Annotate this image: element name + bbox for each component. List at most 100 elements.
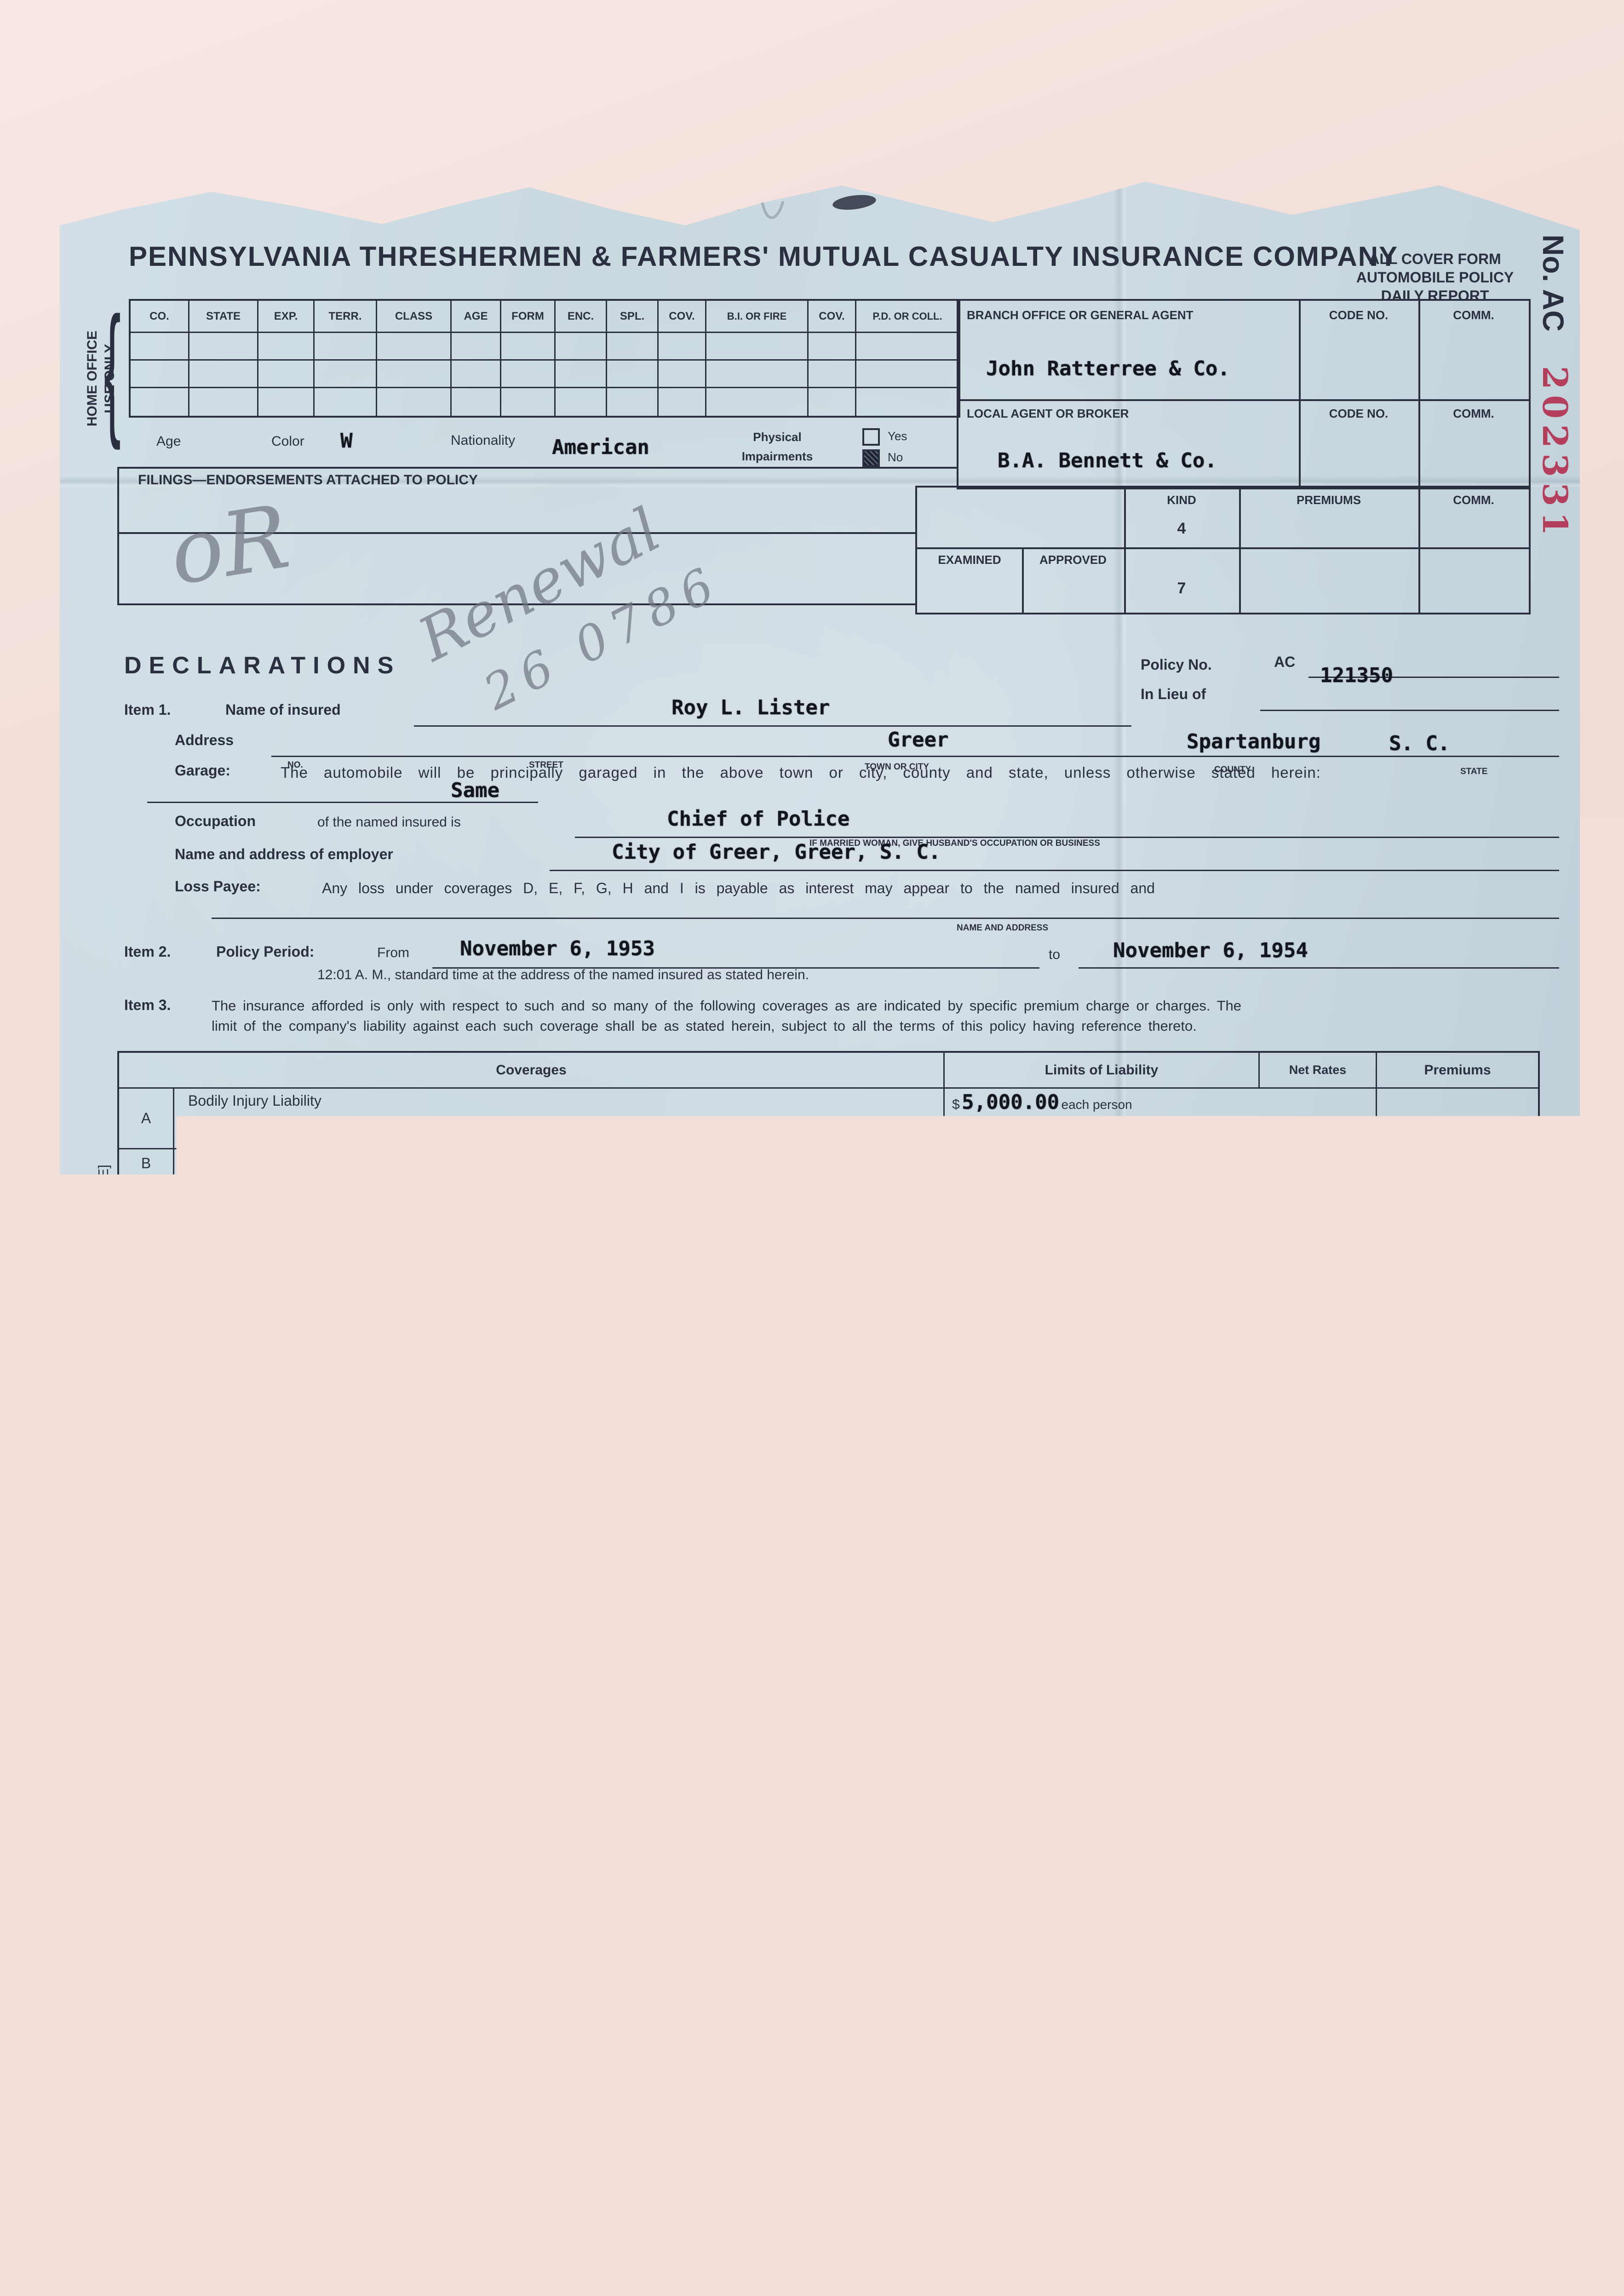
serial-value: 65920473 bbox=[1102, 1641, 1200, 1665]
purchase-table: F.O.B. List Price or Delivered Price at … bbox=[117, 1700, 1540, 1836]
col-state: STATE bbox=[189, 301, 258, 333]
home-office-cell bbox=[809, 333, 856, 361]
authorized-representative-label: Authorized Representative bbox=[1127, 2197, 1273, 2211]
amount-each-header: Amount of Each bbox=[1032, 1760, 1165, 1773]
home-office-cell bbox=[315, 388, 377, 416]
coverage-b-limits: $ 5,000.00 each accident bbox=[945, 1149, 1377, 1179]
home-office-cell bbox=[501, 333, 556, 361]
age-label: Age bbox=[156, 434, 181, 449]
serial-prefix: S bbox=[1080, 1648, 1089, 1662]
dollar-sign: $ bbox=[952, 1332, 960, 1348]
year-header: Year of Model bbox=[119, 1562, 230, 1631]
dollar-sign: $ bbox=[1384, 1392, 1392, 1408]
purchase-h6 bbox=[775, 1782, 1538, 1784]
body-value-cell: Special 2-dr. bbox=[731, 1631, 1039, 1702]
item1-name-line bbox=[414, 725, 1131, 727]
dollar-sign: $ bbox=[1384, 1422, 1392, 1438]
home-office-cell bbox=[258, 361, 315, 388]
signature-value: B. A. Bennett & Company bbox=[975, 2160, 1256, 2198]
limit-value: 5,000.00 bbox=[962, 1091, 1059, 1114]
item5-para3: family and other business purposes. (c) … bbox=[175, 1962, 1000, 1977]
occupation-value: Chief of Police bbox=[667, 807, 849, 831]
premiums-label: PREMIUMS bbox=[1239, 493, 1418, 507]
document-number: No. AC 202331 bbox=[1526, 235, 1573, 541]
day-of-label: day of bbox=[1019, 2126, 1059, 2143]
coverage-extra-net: $ bbox=[1260, 1476, 1377, 1515]
comm-label-2: COMM. bbox=[1418, 407, 1529, 421]
endorsement-left-line bbox=[117, 467, 119, 605]
limits-header: Limits of Liability bbox=[945, 1053, 1260, 1089]
local-agent-label: LOCAL AGENT OR BROKER bbox=[967, 407, 1129, 421]
row-letter: C bbox=[119, 1179, 174, 1209]
coverage-e-name: Collision or Upset bbox=[174, 1265, 945, 1327]
premium-value: 18.00 bbox=[1405, 1117, 1465, 1141]
month-line bbox=[1097, 2148, 1456, 2150]
item3-line2: limit of the company's liability against… bbox=[212, 1018, 1197, 1034]
purchase-h5 bbox=[503, 1762, 775, 1763]
garage-line bbox=[147, 802, 538, 803]
motor-prefix: M bbox=[1080, 1676, 1091, 1689]
home-office-cell bbox=[131, 361, 189, 388]
home-office-brace: { bbox=[104, 285, 121, 454]
branch-office-value: John Ratterree & Co. bbox=[986, 357, 1230, 380]
home-office-cell bbox=[556, 388, 607, 416]
dollar-sign: $ bbox=[952, 1422, 960, 1438]
dollar-sign: $ bbox=[1042, 1811, 1050, 1827]
row-letter: I bbox=[119, 1417, 174, 1446]
coverage-j-premium: $ bbox=[1377, 1446, 1538, 1476]
form-type-line1: ALL COVER FORM bbox=[1343, 250, 1527, 268]
class-value-cell bbox=[1423, 1631, 1538, 1702]
dollar-sign: $ bbox=[1384, 1123, 1392, 1138]
month-label: M bbox=[515, 1784, 525, 1798]
model-header: Model bbox=[597, 1562, 731, 1631]
body-type-header: Body Type; Truck Size; Truck Load Capaci… bbox=[731, 1562, 1039, 1631]
document-number-prefix: No. AC bbox=[1537, 235, 1570, 332]
coverage-table: Coverages Limits of Liability Net Rates … bbox=[117, 1051, 1540, 1517]
home-office-cell bbox=[315, 361, 377, 388]
item5-value: Business & Pleasure bbox=[685, 1893, 917, 1916]
day-value: 6th bbox=[927, 2129, 963, 2152]
limit-suffix: each accident bbox=[1062, 1157, 1141, 1171]
coverage-extra-premium: $ bbox=[1377, 1476, 1538, 1515]
dollar-sign: $ bbox=[952, 1213, 960, 1229]
coverage-d-limits: $ (Insert amount or “Actual Cash Value”) bbox=[945, 1209, 1260, 1265]
ink-dot bbox=[109, 2147, 117, 2154]
review-h1 bbox=[917, 547, 1529, 549]
coverage-a-premium: $ 18.00 bbox=[1377, 1089, 1538, 1149]
yes-label: Yes bbox=[888, 429, 907, 443]
item6-label: Item 6. bbox=[124, 1989, 171, 2006]
item3-label: Item 3. bbox=[124, 997, 171, 1014]
coverage-h-limits: $ bbox=[945, 1387, 1260, 1417]
dollar-sign: $ bbox=[1384, 1155, 1392, 1171]
garage-text: The automobile will be principally garag… bbox=[281, 764, 1321, 781]
from-value: November 6, 1953 bbox=[460, 937, 655, 960]
loss-payee-text: Any loss under coverages D, E, F, G, H a… bbox=[322, 880, 1155, 897]
item6-line1: Except with respect to bailment lease, c… bbox=[212, 1990, 1147, 2007]
col-spl: SPL. bbox=[607, 301, 659, 333]
declarations-title: DECLARATIONS bbox=[124, 652, 401, 679]
coverage-c-name: Medical Payments bbox=[174, 1179, 945, 1209]
policy-no-label: Policy No. bbox=[1141, 656, 1212, 673]
home-office-cell bbox=[809, 388, 856, 416]
state-value: S. C. bbox=[1389, 732, 1450, 755]
agents-divider-h bbox=[958, 399, 1529, 401]
dollar-sign: $ bbox=[1384, 1185, 1392, 1201]
coverage-b-name: Property Damage Liability bbox=[174, 1149, 945, 1179]
actual-cost-header: Actual Cost When Purchased Including Equ… bbox=[289, 1711, 503, 1758]
occupation-text: of the named insured is bbox=[317, 815, 461, 830]
home-office-cell bbox=[809, 361, 856, 388]
name-address-sublabel: NAME AND ADDRESS bbox=[957, 923, 1048, 933]
coverage-j-name: Towing and Labor Costs bbox=[174, 1446, 945, 1476]
dollar-sign: $ bbox=[952, 1185, 960, 1201]
coverage-g-limits: $ bbox=[945, 1357, 1260, 1387]
coverage-e-limit-line2: deductible bbox=[952, 1303, 1015, 1319]
month-year-header: Month, Year bbox=[503, 1737, 639, 1751]
photo-background: PENNSYLVANIA THRESHERMEN & FARMERS' MUTU… bbox=[0, 0, 1624, 2296]
premiums-header: Premiums bbox=[1377, 1053, 1538, 1089]
dollar-sign: $ bbox=[952, 1362, 960, 1378]
coverage-i-name: Combined Additional Coverage bbox=[174, 1417, 945, 1446]
home-office-cell bbox=[556, 333, 607, 361]
col-co: CO. bbox=[131, 301, 189, 333]
garage-value: Same bbox=[451, 779, 499, 802]
agents-block: BRANCH OFFICE OR GENERAL AGENT John Ratt… bbox=[957, 299, 1531, 489]
